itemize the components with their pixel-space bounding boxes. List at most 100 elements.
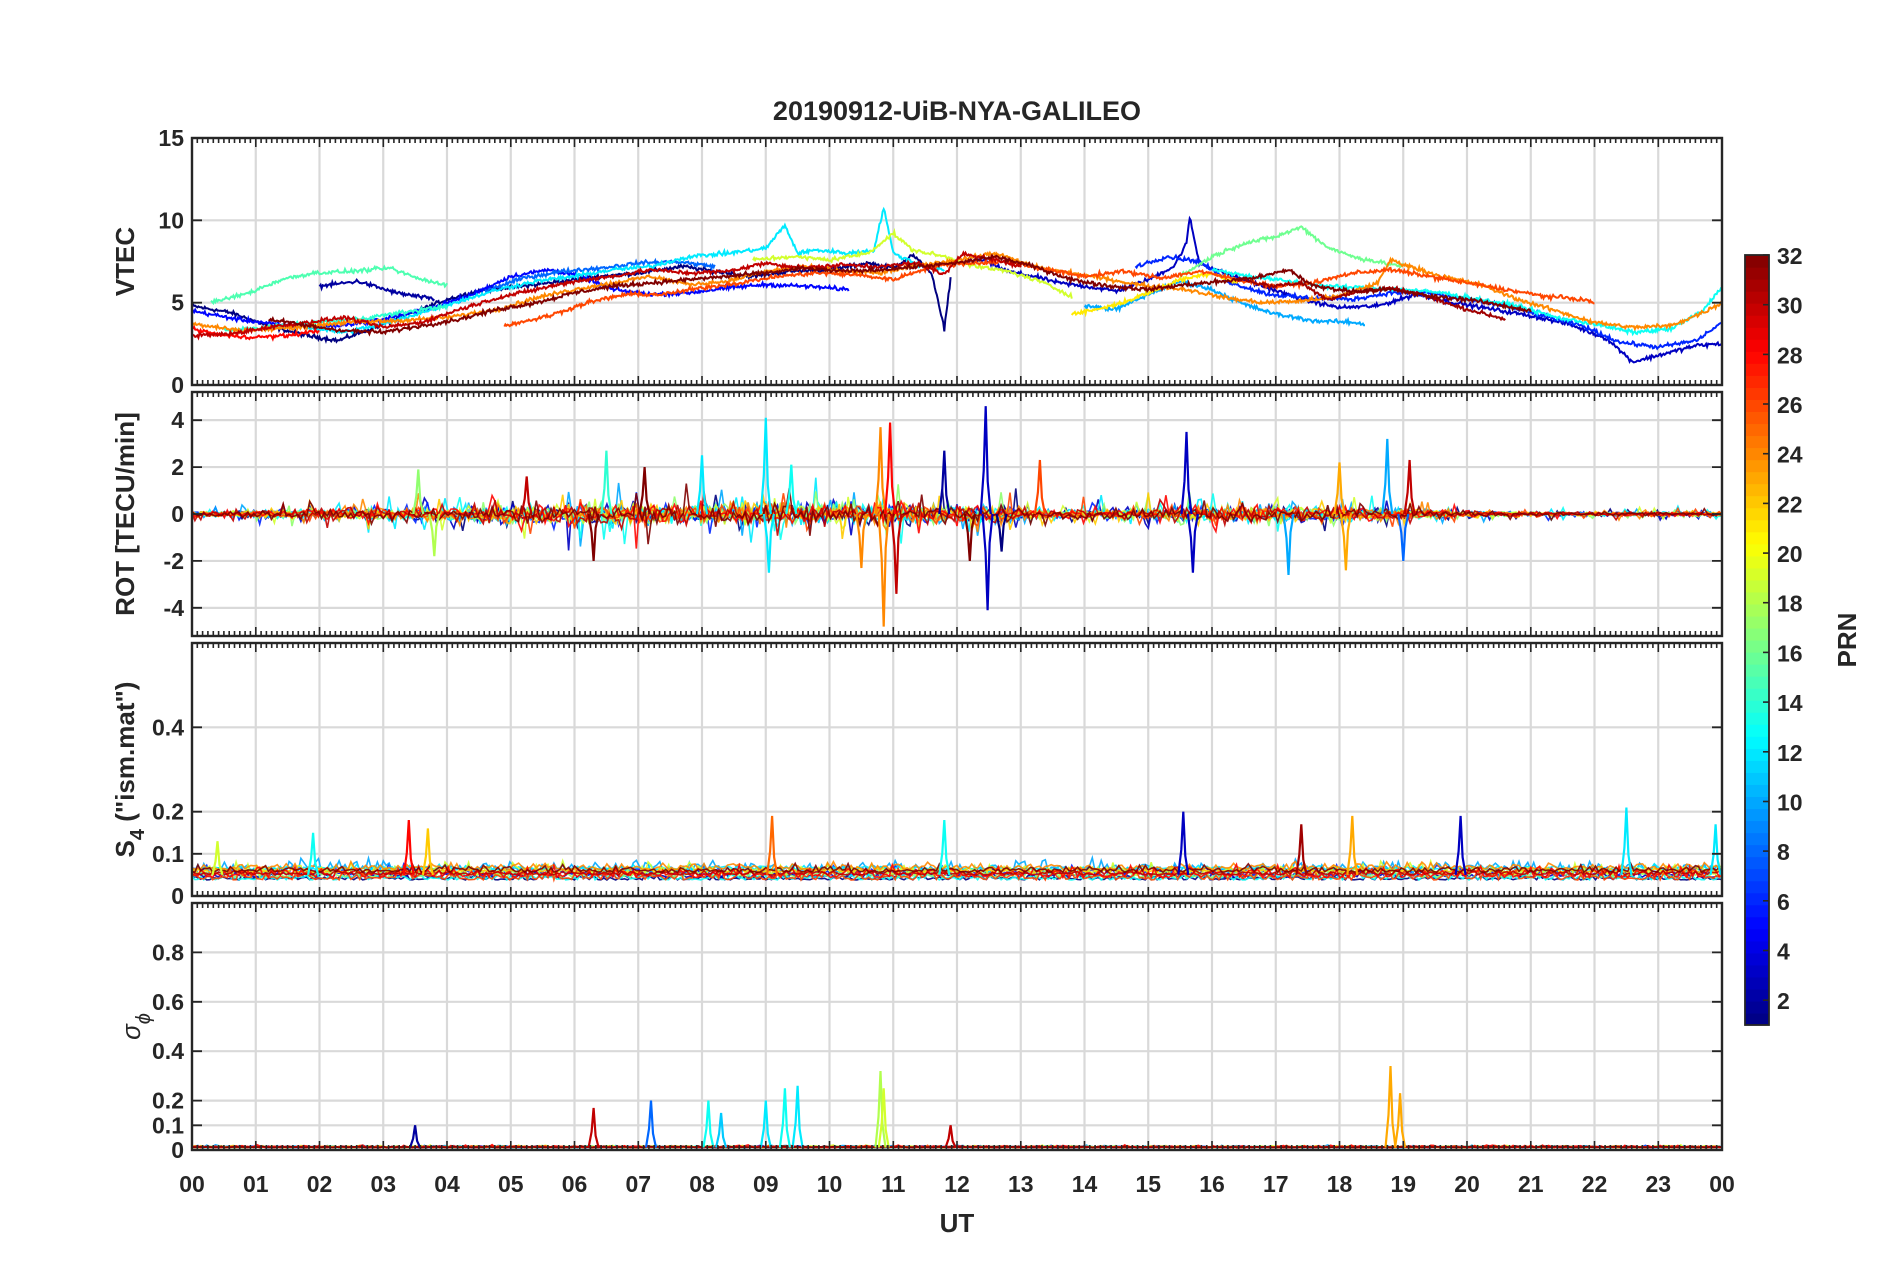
s4-y-tick-label: 0.2: [152, 799, 184, 825]
colorbar-segment: [1745, 531, 1769, 545]
series-line-prn-8: [484, 257, 716, 295]
colorbar-segment: [1745, 868, 1769, 882]
colorbar-label: PRN: [1832, 613, 1862, 668]
rot-y-tick-label: 0: [171, 501, 184, 527]
colorbar-segment: [1745, 844, 1769, 858]
spike-prn-22: [421, 828, 434, 876]
colorbar-tick-label: 18: [1777, 591, 1803, 617]
x-tick-label: 12: [944, 1171, 970, 1197]
colorbar-segment: [1745, 315, 1769, 328]
spike-prn-12: [759, 417, 772, 515]
spike-prn-12: [762, 513, 775, 573]
colorbar-segment: [1745, 375, 1769, 388]
colorbar-segment: [1745, 712, 1769, 725]
colorbar-segment: [1745, 459, 1769, 473]
colorbar-segment: [1745, 760, 1769, 773]
colorbar-segment: [1745, 363, 1769, 376]
colorbar-tick-label: 28: [1777, 342, 1803, 368]
colorbar-segment: [1745, 796, 1769, 810]
x-tick-label: 01: [243, 1171, 269, 1197]
colorbar-segment: [1745, 327, 1769, 340]
colorbar-tick-label: 30: [1777, 293, 1803, 319]
colorbar-segment: [1745, 603, 1769, 617]
colorbar-segment: [1745, 748, 1769, 761]
sigma_phi-y-tick-label: 0.8: [152, 939, 184, 965]
colorbar-segment: [1745, 676, 1769, 689]
spike-prn-24: [855, 513, 868, 569]
colorbar-tick-label: 20: [1777, 541, 1803, 567]
x-tick-label: 11: [881, 1171, 906, 1197]
colorbar-segment: [1745, 688, 1769, 701]
colorbar-segment: [1745, 1000, 1769, 1014]
colorbar-segment: [1745, 1012, 1769, 1026]
x-tick-label: 13: [1008, 1171, 1034, 1197]
colorbar-segment: [1745, 399, 1769, 413]
x-tick-label: 08: [689, 1171, 715, 1197]
series-line-prn-6: [1134, 253, 1722, 351]
spike-prn-23: [1346, 815, 1359, 876]
sigma_phi-y-ticks: [192, 951, 1722, 1151]
colorbar-segment: [1745, 988, 1769, 1002]
colorbar-segment: [1745, 483, 1769, 497]
rot-y-tick-label: 4: [171, 407, 184, 433]
sigma_phi-y-tick-label: 0.2: [152, 1088, 184, 1114]
spike-prn-23: [1394, 1093, 1407, 1148]
colorbar-segment: [1745, 387, 1769, 400]
s4-y-tick-label: 0.1: [152, 841, 184, 867]
spike-prn-30: [520, 476, 533, 515]
vtec-y-ticks: [192, 137, 1722, 386]
colorbar-segment: [1745, 447, 1769, 461]
series-line-prn-31: [1236, 276, 1506, 322]
spike-prn-19: [877, 1088, 890, 1148]
chart-title: 20190912-UiB-NYA-GALILEO: [773, 96, 1141, 126]
spike-prn-3: [1454, 815, 1467, 876]
sigma_phi-y-tick-label: 0: [171, 1137, 184, 1163]
spike-prn-12: [759, 1100, 772, 1148]
colorbar-segment: [1745, 627, 1769, 641]
spike-prn-30: [587, 1107, 600, 1148]
colorbar-segment: [1745, 339, 1769, 352]
x-tick-label: 19: [1390, 1171, 1416, 1197]
spike-prn-23: [1339, 513, 1352, 571]
series-line-prn-13: [192, 868, 1722, 882]
spike-prn-3: [979, 406, 992, 515]
colorbar-segment: [1745, 303, 1769, 316]
x-tick-label: 06: [562, 1171, 588, 1197]
spike-prn-13: [785, 464, 798, 515]
colorbar-segment: [1745, 736, 1769, 749]
sigma_phi-y-axis-label: σϕ: [116, 1013, 155, 1040]
x-tick-label: 05: [498, 1171, 524, 1197]
s4-y-tick-label: 0: [171, 883, 184, 909]
spike-prn-24: [874, 427, 887, 515]
colorbar-segment: [1745, 495, 1769, 509]
series-line-prn-13: [1211, 267, 1722, 337]
x-tick-label: 23: [1645, 1171, 1671, 1197]
colorbar-segment: [1745, 976, 1769, 990]
colorbar-tick-label: 6: [1777, 889, 1790, 915]
spike-prn-30: [890, 513, 903, 594]
x-tick-label: 20: [1454, 1171, 1480, 1197]
spike-prn-28: [402, 820, 415, 876]
vtec-y-tick-label: 10: [158, 207, 184, 233]
colorbar-segment: [1745, 543, 1769, 557]
x-tick-label: 16: [1199, 1171, 1225, 1197]
x-tick-label: 21: [1518, 1171, 1544, 1197]
sigma_phi-x-ticks: [191, 903, 1723, 1150]
rot-y-axis-label: ROT [TECU/min]: [110, 412, 140, 616]
spike-prn-32: [587, 513, 600, 561]
spike-prn-31: [1295, 824, 1308, 876]
colorbar-segment: [1745, 423, 1769, 437]
sigma_phi-y-tick-label: 0.1: [152, 1112, 184, 1138]
colorbar-segment: [1745, 904, 1769, 918]
spike-prn-32: [638, 467, 651, 515]
rot-y-tick-label: -4: [164, 595, 185, 621]
colorbar-tick-label: 26: [1777, 392, 1803, 418]
series-line-prn-28: [192, 325, 320, 342]
x-tick-label: 10: [817, 1171, 843, 1197]
colorbar-segment: [1745, 940, 1769, 954]
vtec-x-ticks: [191, 138, 1723, 385]
spike-prn-32: [963, 513, 976, 561]
colorbar-segment: [1745, 916, 1769, 930]
